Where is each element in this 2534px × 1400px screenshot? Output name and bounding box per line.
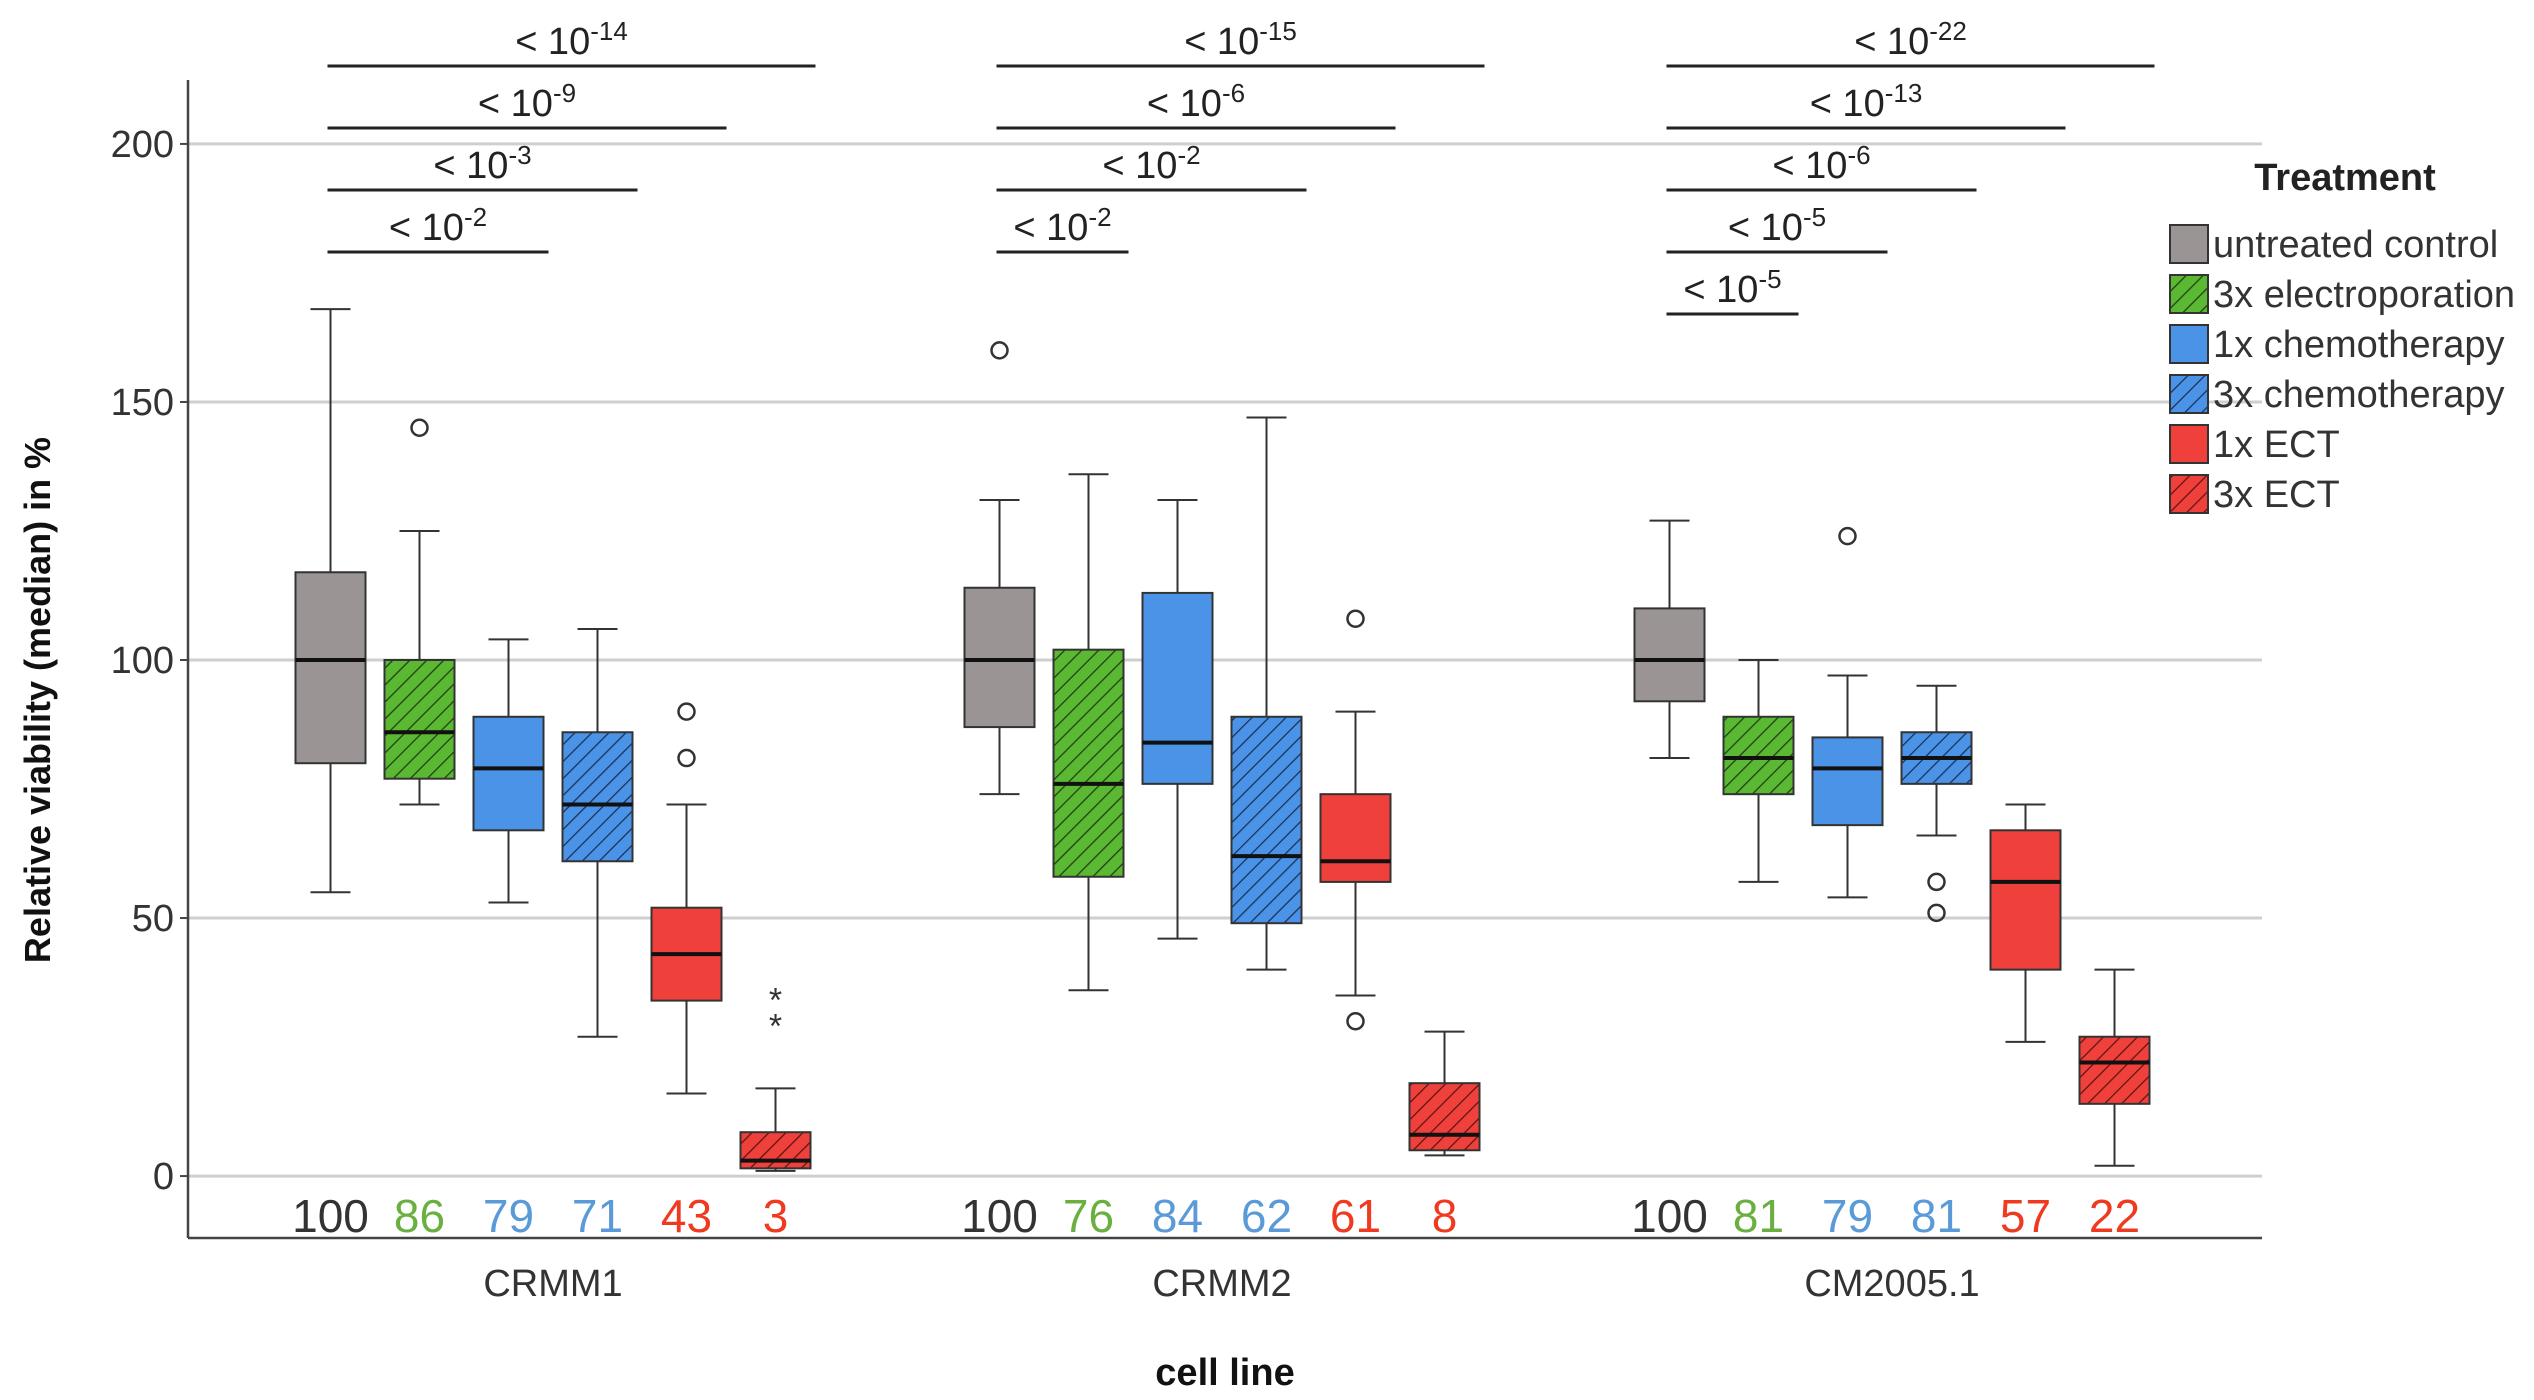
median-value-label: 86 (394, 1190, 445, 1242)
median-value-label: 81 (1733, 1190, 1784, 1242)
legend-entry-label: 3x electroporation (2213, 274, 2515, 316)
box (963, 586, 1036, 729)
legend-swatch (2169, 474, 2209, 514)
y-tick-label: 50 (132, 898, 174, 940)
pvalue-label: < 10-3 (433, 140, 531, 187)
pvalue-label: < 10-2 (1013, 202, 1111, 249)
legend: Treatment untreated control 3x electropora… (2169, 157, 2515, 516)
median-value-label: 3 (763, 1190, 789, 1242)
pvalue-label: < 10-2 (1102, 140, 1200, 187)
legend-title: Treatment (2254, 157, 2436, 199)
outlier-point (410, 418, 429, 438)
box (739, 1131, 812, 1170)
box (1230, 715, 1303, 925)
outlier-point (990, 341, 1009, 360)
x-category-label: CM2005.1 (1804, 1263, 1979, 1305)
legend-entry-label: 1x chemotherapy (2213, 324, 2505, 366)
median-value-label: 61 (1330, 1190, 1381, 1242)
legend-entry-label: 1x ECT (2213, 424, 2340, 466)
median-value-label: 100 (1631, 1190, 1708, 1242)
y-tick-label: 200 (111, 124, 174, 166)
box (1989, 829, 2062, 971)
axis-layer: 0 50 100 150 200 (111, 80, 2262, 1240)
y-tick-label: 150 (111, 382, 174, 424)
box (1722, 715, 1795, 796)
box (383, 659, 456, 780)
median-value-label: 100 (961, 1190, 1038, 1242)
median-value-label: 79 (483, 1190, 534, 1242)
pvalue-label: < 10-13 (1810, 78, 1923, 125)
legend-swatch (2169, 374, 2209, 414)
legend-entry-label: 3x ECT (2213, 474, 2340, 516)
pvalue-label: < 10-9 (478, 78, 576, 125)
median-value-label: 43 (661, 1190, 712, 1242)
box (1141, 591, 1214, 785)
outlier-point (1927, 903, 1946, 923)
y-axis-label: Relative viability (median) in % (17, 437, 58, 963)
box (1319, 793, 1392, 883)
legend-swatch (2169, 324, 2209, 364)
pvalue-label: < 10-15 (1184, 16, 1297, 63)
box (561, 731, 634, 863)
box (1408, 1082, 1481, 1152)
outlier-point (1838, 526, 1857, 546)
box (1633, 607, 1706, 703)
median-value-label: 84 (1152, 1190, 1203, 1242)
pvalue-label: < 10-14 (515, 16, 628, 63)
x-category-label: CRMM2 (1152, 1263, 1291, 1305)
pvalue-label: < 10-5 (1683, 264, 1781, 311)
pvalue-label: < 10-6 (1772, 140, 1870, 187)
outlier-point (1927, 872, 1946, 892)
median-value-label: 79 (1822, 1190, 1873, 1242)
box (472, 715, 545, 832)
extreme-point: * (769, 1007, 782, 1045)
box (1052, 648, 1125, 878)
legend-swatch (2169, 274, 2209, 314)
box (2078, 1035, 2151, 1105)
box-layer: ** (294, 308, 2151, 1172)
outlier-point (677, 702, 696, 721)
pvalue-layer: < 10-14 < 10-9 < 10-3 < 10-2 < 10-15 < 10-6 < … (327, 16, 2155, 316)
grid-layer (188, 142, 2262, 1178)
pvalue-label: < 10-22 (1854, 16, 1967, 63)
pvalue-label: < 10-5 (1728, 202, 1826, 249)
median-value-label: 76 (1063, 1190, 1114, 1242)
median-value-label: 100 (292, 1190, 369, 1242)
median-value-label: 8 (1432, 1190, 1458, 1242)
y-tick-label: 0 (153, 1156, 174, 1198)
pvalue-label: < 10-6 (1147, 78, 1245, 125)
box (294, 571, 367, 765)
outlier-point (677, 748, 696, 768)
label-layer: CRMM1 100 86 79 71 43 3 CRMM2 100 76 84 62 61 8 CM2005… (292, 1190, 2140, 1305)
pvalue-label: < 10-2 (389, 202, 487, 249)
outlier-point (1346, 609, 1365, 628)
y-tick-label: 100 (111, 640, 174, 682)
legend-entry-label: 3x chemotherapy (2213, 374, 2505, 416)
x-category-label: CRMM1 (483, 1263, 622, 1305)
median-value-label: 57 (2000, 1190, 2051, 1242)
median-value-label: 81 (1911, 1190, 1962, 1242)
median-value-label: 71 (572, 1190, 623, 1242)
x-axis-label: cell line (1155, 1352, 1294, 1394)
outlier-point (1346, 1012, 1365, 1031)
box (1811, 736, 1884, 827)
legend-swatch (2169, 224, 2209, 264)
median-value-label: 22 (2089, 1190, 2140, 1242)
median-value-label: 62 (1241, 1190, 1292, 1242)
extreme-point: * (769, 981, 782, 1019)
legend-swatch (2169, 424, 2209, 464)
legend-entry-label: untreated control (2213, 224, 2498, 266)
